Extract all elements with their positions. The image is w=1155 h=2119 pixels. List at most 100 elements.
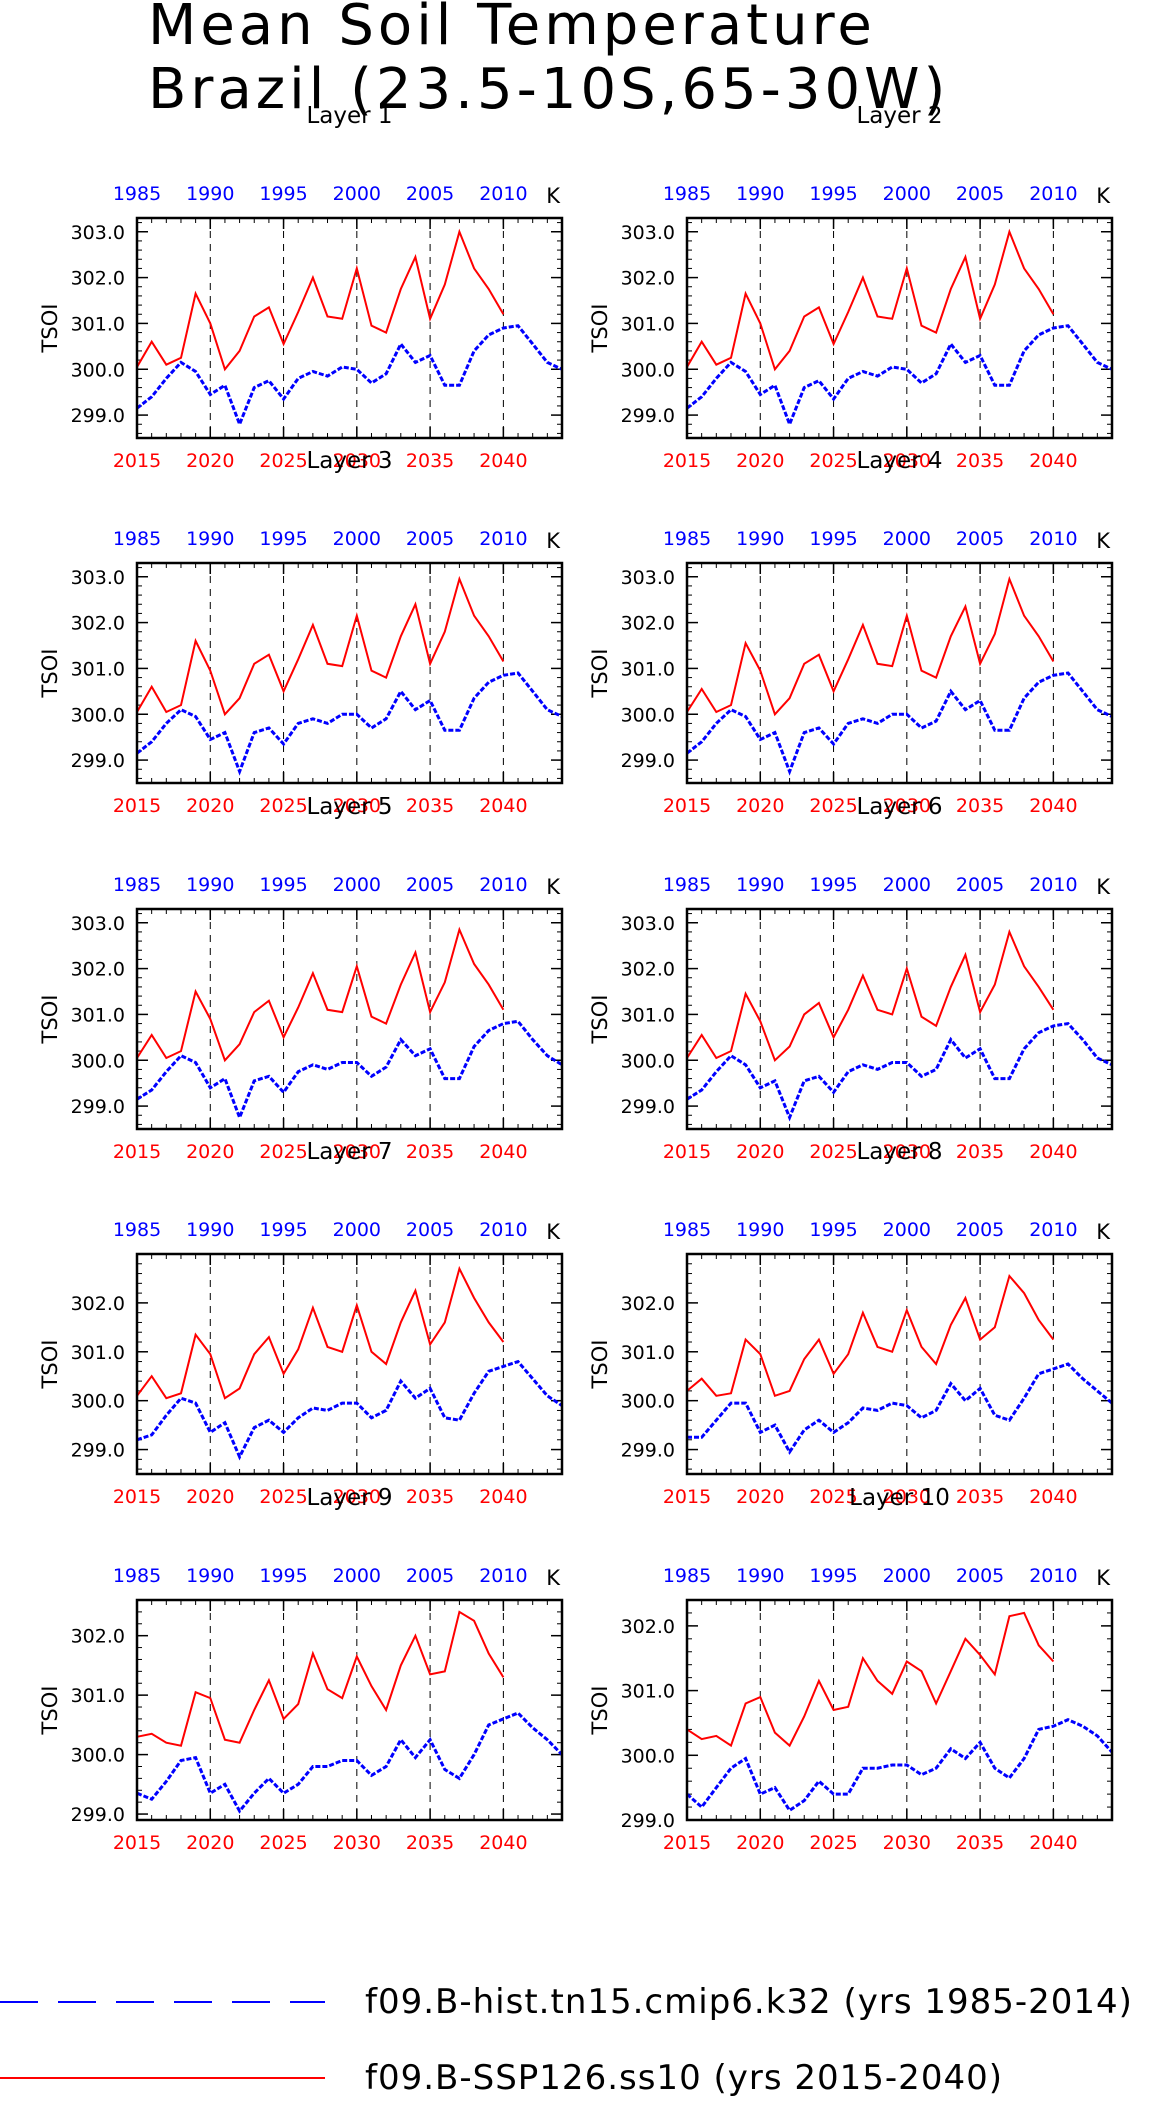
x-bottom-tick-label: 2040 (1029, 1486, 1077, 1508)
panel-7: Layer 7 K TSOI 2015 2020 2025 2030 2035 2040 1985… (38, 1139, 564, 1508)
x-top-tick-label: 2000 (883, 1565, 931, 1587)
x-top-tick-label: 2000 (883, 1219, 931, 1241)
series-line-hist (687, 1362, 1113, 1455)
y-tick-label: 302.0 (71, 268, 125, 290)
x-bottom-tick-label: 2035 (406, 795, 454, 817)
x-bottom-tick-label: 2040 (1029, 450, 1077, 472)
x-bottom-tick-label: 2030 (883, 795, 931, 817)
x-top-tick-label: 1990 (186, 1565, 234, 1587)
x-bottom-tick-label: 2035 (956, 450, 1004, 472)
panel-2: Layer 2 K TSOI 2015 2020 2025 2030 2035 2040 1985… (588, 103, 1114, 472)
x-bottom-tick-label: 2020 (186, 1832, 234, 1854)
plot-frame (685, 216, 1114, 440)
x-top-tick-label: 2000 (333, 1219, 381, 1241)
x-bottom-tick-label: 2020 (736, 795, 784, 817)
units-label: K (546, 529, 561, 553)
y-tick-label: 301.0 (621, 658, 675, 680)
units-label: K (546, 1220, 561, 1244)
y-tick-label: 301.0 (621, 1681, 675, 1703)
x-top-tick-label: 1990 (186, 183, 234, 205)
x-top-tick-label: 1985 (113, 528, 161, 550)
panel-title: Layer 10 (849, 1485, 950, 1511)
y-tick-label: 303.0 (71, 567, 125, 589)
y-axis-label: TSOI (588, 995, 612, 1045)
panel-1: Layer 1 K TSOI 2015 2020 2025 2030 2035 2040 1985… (38, 103, 564, 472)
x-bottom-tick-label: 2035 (406, 1141, 454, 1163)
x-bottom-tick-label: 2040 (479, 450, 527, 472)
series-line-ssp (136, 1265, 505, 1400)
x-top-tick-label: 1990 (736, 183, 784, 205)
panel-title: Layer 3 (306, 448, 392, 474)
x-top-tick-label: 2010 (479, 1565, 527, 1587)
y-tick-label: 300.0 (621, 1391, 675, 1413)
x-top-tick-label: 1990 (736, 1565, 784, 1587)
units-label: K (1096, 875, 1111, 899)
x-bottom-tick-label: 2020 (736, 450, 784, 472)
y-tick-label: 300.0 (71, 704, 125, 726)
y-tick-label: 300.0 (621, 1745, 675, 1767)
y-tick-label: 299.0 (71, 1440, 125, 1462)
x-bottom-tick-label: 2015 (663, 1486, 711, 1508)
x-top-tick-label: 1985 (113, 1565, 161, 1587)
y-tick-label: 300.0 (71, 359, 125, 381)
panel-6: Layer 6 K TSOI 2015 2020 2025 2030 2035 2040 1985… (588, 794, 1114, 1163)
y-axis-label: TSOI (588, 304, 612, 354)
plot-frame (135, 907, 564, 1131)
x-top-tick-label: 1985 (113, 1219, 161, 1241)
x-bottom-tick-label: 2025 (809, 1141, 857, 1163)
y-tick-label: 301.0 (71, 1004, 125, 1026)
panel-3: Layer 3 K TSOI 2015 2020 2025 2030 2035 2040 1985… (38, 448, 564, 817)
x-top-tick-label: 1995 (259, 874, 307, 896)
plot-frame (685, 561, 1114, 785)
panel-5: Layer 5 K TSOI 2015 2020 2025 2030 2035 2040 1985… (38, 794, 564, 1163)
units-label: K (546, 875, 561, 899)
x-bottom-tick-label: 2040 (479, 795, 527, 817)
x-top-tick-label: 2000 (333, 183, 381, 205)
y-tick-label: 299.0 (71, 1096, 125, 1118)
panel-title: Layer 2 (856, 103, 942, 129)
x-bottom-tick-label: 2040 (1029, 1141, 1077, 1163)
x-bottom-tick-label: 2020 (186, 1486, 234, 1508)
units-label: K (1096, 529, 1111, 553)
panel-10: Layer 10 K TSOI 2015 2020 2025 2030 2035 2040 198… (588, 1485, 1114, 1854)
y-tick-label: 299.0 (621, 750, 675, 772)
y-tick-label: 303.0 (621, 567, 675, 589)
x-bottom-tick-label: 2035 (406, 1832, 454, 1854)
plot-frame (685, 1598, 1114, 1822)
x-top-tick-label: 2010 (479, 1219, 527, 1241)
x-top-tick-label: 1995 (259, 1565, 307, 1587)
x-bottom-tick-label: 2025 (809, 1832, 857, 1854)
series-line-ssp (686, 1273, 1055, 1398)
panel-title: Layer 4 (856, 448, 942, 474)
plot-frame (135, 1252, 564, 1476)
units-label: K (1096, 1566, 1111, 1590)
y-tick-label: 303.0 (621, 222, 675, 244)
panel-title: Layer 1 (306, 103, 392, 129)
x-top-tick-label: 2005 (406, 1565, 454, 1587)
series-line-ssp (686, 575, 1055, 717)
x-bottom-tick-label: 2030 (883, 1832, 931, 1854)
x-top-tick-label: 2000 (883, 528, 931, 550)
y-tick-label: 301.0 (621, 1342, 675, 1364)
y-tick-label: 300.0 (621, 1050, 675, 1072)
x-top-tick-label: 1985 (113, 874, 161, 896)
y-tick-label: 303.0 (621, 913, 675, 935)
x-bottom-tick-label: 2030 (883, 1486, 931, 1508)
y-axis-label: TSOI (588, 649, 612, 699)
x-bottom-tick-label: 2020 (186, 450, 234, 472)
legend-hist-label: f09.B-hist.tn15.cmip6.k32 (yrs 1985-2014… (365, 1982, 1133, 2022)
y-axis-label: TSOI (588, 1340, 612, 1390)
units-label: K (1096, 1220, 1111, 1244)
y-tick-label: 299.0 (621, 1440, 675, 1462)
x-bottom-tick-label: 2020 (186, 1141, 234, 1163)
x-top-tick-label: 2000 (333, 1565, 381, 1587)
panel-title: Layer 6 (856, 794, 942, 820)
x-top-tick-label: 1990 (736, 528, 784, 550)
x-top-tick-label: 2010 (1029, 528, 1077, 550)
x-top-tick-label: 2010 (479, 874, 527, 896)
x-bottom-tick-label: 2025 (809, 795, 857, 817)
y-tick-label: 301.0 (621, 313, 675, 335)
x-bottom-tick-label: 2035 (406, 450, 454, 472)
legend-ssp-label: f09.B-SSP126.ss10 (yrs 2015-2040) (365, 2058, 1003, 2098)
y-axis-label: TSOI (38, 649, 62, 699)
